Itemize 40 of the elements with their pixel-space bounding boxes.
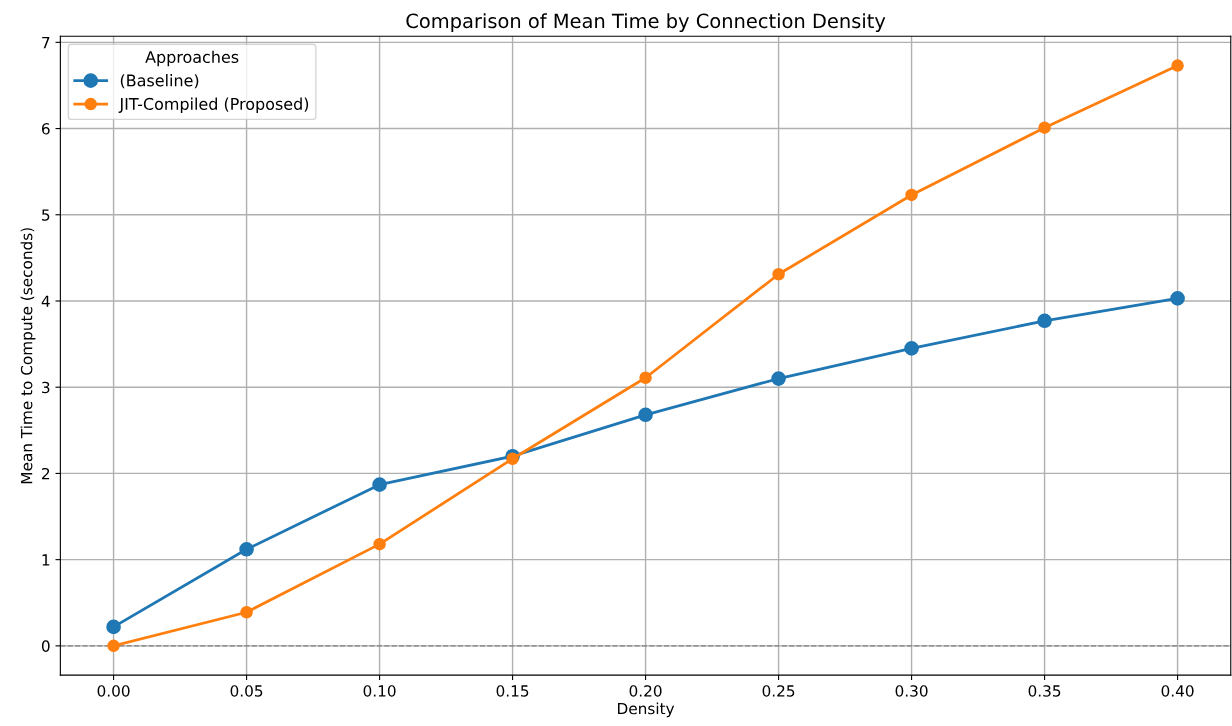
x-tick-label: 0.05 xyxy=(230,685,263,697)
point xyxy=(1171,59,1184,72)
x-tick-label: 0.10 xyxy=(363,685,396,697)
point xyxy=(905,188,918,202)
y-tick-label: 7 xyxy=(42,37,50,49)
point xyxy=(239,542,254,557)
x-tick-label: 0.35 xyxy=(1028,685,1061,697)
point xyxy=(106,619,121,635)
x-axis-title: Density xyxy=(618,702,675,718)
legend-label: (Baseline) xyxy=(120,74,199,89)
x-tick-label: 0.15 xyxy=(496,685,529,697)
point xyxy=(638,407,653,423)
y-axis-title: Mean Time to Compute (seconds) xyxy=(20,228,36,484)
legend-label: JIT-Compiled (Proposed) xyxy=(118,97,309,114)
y-tick-label: 1 xyxy=(42,554,50,566)
point xyxy=(771,371,786,386)
point xyxy=(904,341,919,356)
point xyxy=(639,371,652,384)
point xyxy=(373,537,386,551)
point xyxy=(1038,121,1051,134)
legend-title: Approaches xyxy=(145,50,239,67)
x-tick-label: 0.25 xyxy=(762,685,795,697)
y-tick-label: 5 xyxy=(42,209,50,221)
point xyxy=(772,268,785,281)
x-tick-label: 0.20 xyxy=(629,685,662,697)
y-tick-label: 4 xyxy=(41,295,50,307)
point xyxy=(107,639,120,653)
x-tick-label: 0.30 xyxy=(895,685,928,697)
point xyxy=(1037,313,1052,329)
y-tick-label: 2 xyxy=(42,467,50,480)
point xyxy=(506,452,519,466)
x-tick-label: 0.00 xyxy=(97,685,130,697)
x-tick-label: 0.40 xyxy=(1161,685,1194,697)
point xyxy=(372,477,387,492)
point xyxy=(240,605,253,619)
y-tick-label: 0 xyxy=(41,640,50,652)
y-tick-label: 6 xyxy=(41,123,50,135)
point xyxy=(1170,291,1185,306)
chart-title: Comparison of Mean Time by Connection Density xyxy=(406,13,886,33)
y-tick-label: 3 xyxy=(42,381,50,394)
